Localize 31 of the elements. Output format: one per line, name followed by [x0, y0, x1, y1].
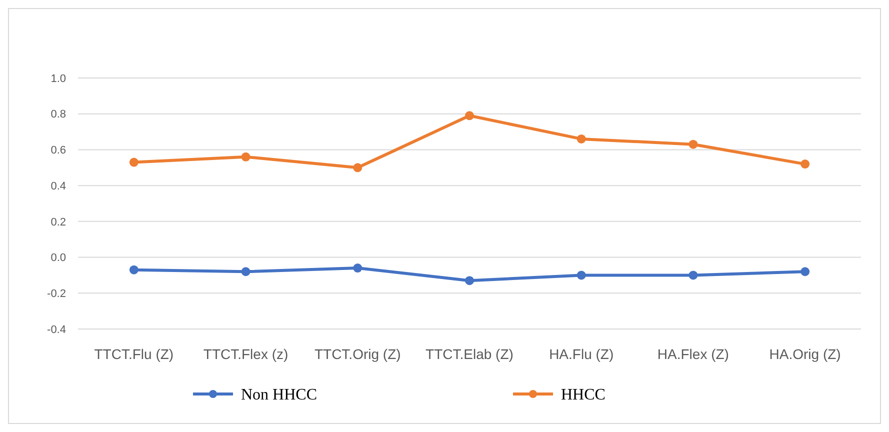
point [688, 140, 698, 149]
y-tick-label: 0.2 [50, 216, 66, 228]
point [688, 270, 698, 280]
x-tick-label: TTCT.Flex (z) [203, 346, 288, 362]
y-tick-label: -0.2 [47, 288, 66, 300]
point [800, 267, 810, 276]
y-tick-label: 0.0 [50, 252, 66, 264]
point [465, 111, 474, 120]
x-tick-label: TTCT.Elab (Z) [426, 346, 514, 362]
legend-label: Non HHCC [241, 386, 318, 404]
x-tick-label: TTCT.Flu (Z) [94, 346, 174, 362]
point [576, 270, 586, 280]
point [576, 134, 586, 144]
x-tick-label: HA.Orig (Z) [769, 346, 841, 362]
x-tick-label: HA.Flu (Z) [549, 346, 614, 362]
point [129, 158, 138, 167]
point [129, 265, 138, 274]
legend-label: HHCC [561, 386, 606, 404]
x-tick-label: TTCT.Orig (Z) [314, 346, 401, 362]
point [241, 267, 250, 276]
y-tick-label: 0.8 [50, 108, 66, 121]
point [800, 160, 810, 169]
y-tick-label: -0.4 [47, 324, 66, 336]
y-tick-label: 1.0 [50, 72, 66, 85]
point [353, 163, 362, 172]
x-tick-label: HA.Flex (Z) [657, 346, 729, 362]
point [465, 276, 474, 286]
point [353, 264, 362, 273]
y-tick-label: 0.6 [50, 144, 66, 157]
point [241, 152, 250, 162]
y-tick-label: 0.4 [50, 180, 66, 192]
